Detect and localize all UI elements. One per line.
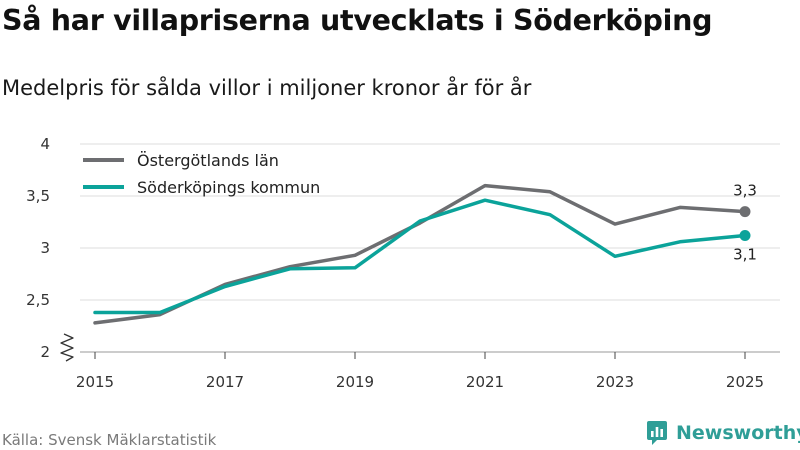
y-tick-label: 3,5 bbox=[26, 187, 50, 205]
series-lines bbox=[93, 183, 747, 325]
legend: Östergötlands län Söderköpings kommun bbox=[83, 151, 320, 197]
x-tick-label: 2017 bbox=[206, 373, 244, 391]
end-label-ostergotland: 3,3 bbox=[733, 182, 757, 200]
legend-label-ostergotland: Östergötlands län bbox=[137, 151, 279, 170]
source-note: Källa: Svensk Mäklarstatistik bbox=[2, 431, 217, 449]
end-label-soderkoping: 3,1 bbox=[733, 246, 757, 264]
y-tick-label: 4 bbox=[40, 135, 50, 153]
y-axis-ticks: 2 2,5 3 3,5 4 bbox=[26, 135, 50, 361]
bar-chart-icon bbox=[647, 421, 667, 445]
y-tick-label: 2,5 bbox=[26, 291, 50, 309]
axis-break-icon bbox=[60, 333, 74, 362]
series-line-soderkoping bbox=[93, 198, 747, 315]
x-tick-label: 2025 bbox=[726, 373, 764, 391]
endpoint-soderkoping bbox=[739, 230, 751, 242]
endpoint-ostergotland bbox=[739, 206, 751, 218]
gridlines bbox=[80, 143, 780, 353]
x-tick-label: 2019 bbox=[336, 373, 374, 391]
x-tick-label: 2015 bbox=[76, 373, 114, 391]
line-chart: 2 2,5 3 3,5 4 2015 2017 2019 2021 2023 2025 Öster… bbox=[26, 135, 780, 391]
x-tick-label: 2021 bbox=[466, 373, 504, 391]
x-axis-ticks: 2015 2017 2019 2021 2023 2025 bbox=[76, 352, 764, 391]
chart-subtitle: Medelpris för sålda villor i miljoner kr… bbox=[2, 76, 532, 100]
y-tick-label: 2 bbox=[40, 343, 50, 361]
legend-label-soderkoping: Söderköpings kommun bbox=[137, 178, 320, 197]
series-line-ostergotland bbox=[93, 183, 747, 325]
series-endpoints: 3,3 3,1 bbox=[733, 182, 757, 264]
y-tick-label: 3 bbox=[40, 239, 50, 257]
brand-logo: Newsworthy bbox=[645, 420, 800, 446]
brand-name: Newsworthy bbox=[676, 422, 800, 444]
chart-title: Så har villapriserna utvecklats i Söderk… bbox=[2, 4, 713, 37]
x-tick-label: 2023 bbox=[596, 373, 634, 391]
